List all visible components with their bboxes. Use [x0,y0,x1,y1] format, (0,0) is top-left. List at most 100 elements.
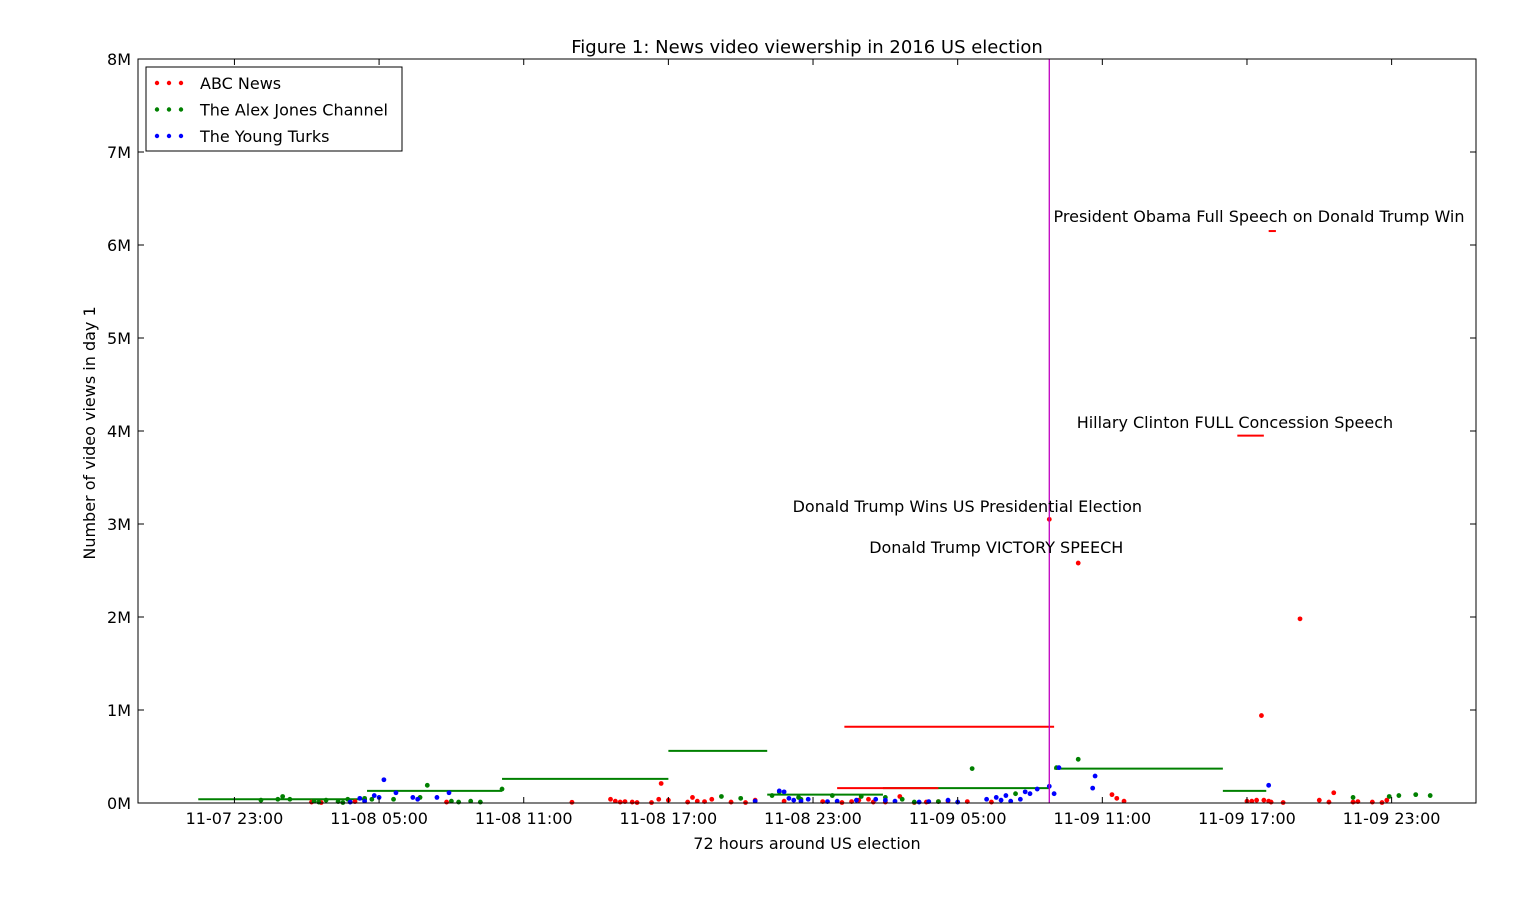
point-abc-news [658,781,664,786]
legend-label: ABC News [200,74,281,93]
point-abc-news [694,798,700,804]
x-tick-label: 11-09 11:00 [1053,809,1151,828]
legend-marker [178,107,184,112]
legend-marker [154,133,160,139]
x-tick-label: 11-07 23:00 [186,809,284,828]
point-the-young-turks [873,796,879,802]
x-tick-label: 11-08 23:00 [764,809,862,828]
point-abc-news [1259,713,1264,718]
point-the-young-turks [1008,798,1014,804]
point-the-young-turks [362,798,368,804]
point-abc-news [1326,799,1332,805]
point-the-young-turks [998,797,1004,803]
y-tick-label: 0M [107,794,131,813]
point-the-alex-jones-channel [275,796,281,802]
point-the-alex-jones-channel [477,799,483,805]
point-abc-news [1261,797,1267,803]
point-the-young-turks [834,798,840,804]
point-the-young-turks [993,795,999,800]
point-the-young-turks [1266,782,1272,788]
legend-label: The Alex Jones Channel [199,101,388,120]
point-abc-news [1316,797,1322,803]
point-abc-news [1350,799,1356,805]
point-the-young-turks [1090,785,1096,791]
point-abc-news [1297,616,1303,622]
point-the-young-turks [434,795,440,800]
point-abc-news [1121,798,1127,804]
point-the-young-turks [393,790,399,796]
point-abc-news [612,798,618,804]
point-abc-news [617,799,623,805]
point-the-young-turks [805,796,811,802]
point-the-alex-jones-channel [424,782,430,788]
point-the-alex-jones-channel [769,793,775,798]
point-abc-news [1369,799,1375,805]
legend-label: The Young Turks [199,127,329,146]
point-the-alex-jones-channel [858,794,864,799]
annotation-label: Donald Trump Wins US Presidential Electi… [793,497,1142,516]
point-abc-news [989,799,994,805]
x-tick-label: 11-09 23:00 [1343,809,1441,828]
point-abc-news [1075,560,1081,566]
point-abc-news [709,796,715,802]
point-the-young-turks [1092,773,1098,779]
point-the-alex-jones-channel [499,786,505,792]
legend-marker [178,80,184,86]
point-the-young-turks [945,797,951,803]
point-the-young-turks [882,797,888,803]
point-the-young-turks [446,790,452,796]
point-the-alex-jones-channel [287,796,293,802]
x-tick-label: 11-09 17:00 [1198,809,1296,828]
point-the-alex-jones-channel [280,794,286,799]
point-abc-news [1331,790,1337,796]
legend-marker [166,107,172,112]
point-the-alex-jones-channel [456,799,462,805]
point-abc-news [1109,792,1115,798]
point-abc-news [608,796,613,802]
point-abc-news [569,799,575,805]
point-the-young-turks [781,789,787,795]
point-the-alex-jones-channel [449,798,454,804]
point-the-young-turks [1017,796,1023,802]
point-the-young-turks [786,795,792,801]
point-abc-news [1249,798,1255,804]
point-the-alex-jones-channel [369,796,375,802]
point-the-young-turks [357,795,363,801]
point-abc-news [728,799,734,805]
point-the-young-turks [1022,789,1028,795]
point-the-young-turks [798,798,804,804]
point-the-young-turks [381,777,387,783]
point-the-young-turks [1003,793,1009,798]
point-the-alex-jones-channel [391,796,396,802]
point-the-alex-jones-channel [1386,794,1392,799]
point-the-alex-jones-channel [911,799,917,805]
point-the-alex-jones-channel [311,798,317,804]
legend-marker [154,107,160,112]
point-abc-news [866,796,871,802]
point-the-young-turks [1056,765,1062,771]
point-abc-news [690,795,695,800]
point-the-young-turks [1034,786,1040,792]
plot-area: President Obama Full Speech on Donald Tr… [198,59,1465,805]
point-abc-news [685,799,691,805]
legend-box [145,66,403,152]
point-abc-news [1268,799,1274,805]
legend-marker [154,80,160,86]
point-the-young-turks [776,788,782,794]
y-tick-label: 3M [107,515,131,534]
legend: ABC News The Alex Jones Channel The Young … [145,66,403,152]
chart-title: Figure 1: News video viewership in 2016 … [571,37,1043,58]
point-abc-news [1254,797,1260,803]
x-axis-label: 72 hours around US election [693,834,920,853]
x-tick-label: 11-08 05:00 [330,809,428,828]
point-the-alex-jones-channel [719,794,724,799]
point-the-alex-jones-channel [258,797,264,803]
point-abc-news [444,799,449,805]
point-the-alex-jones-channel [969,766,975,771]
point-the-young-turks [984,796,990,802]
point-the-young-turks [791,797,797,803]
x-tick-label: 11-09 05:00 [909,809,1007,828]
point-the-young-turks [752,798,758,804]
point-the-alex-jones-channel [1427,793,1433,798]
point-the-young-turks [371,793,377,798]
